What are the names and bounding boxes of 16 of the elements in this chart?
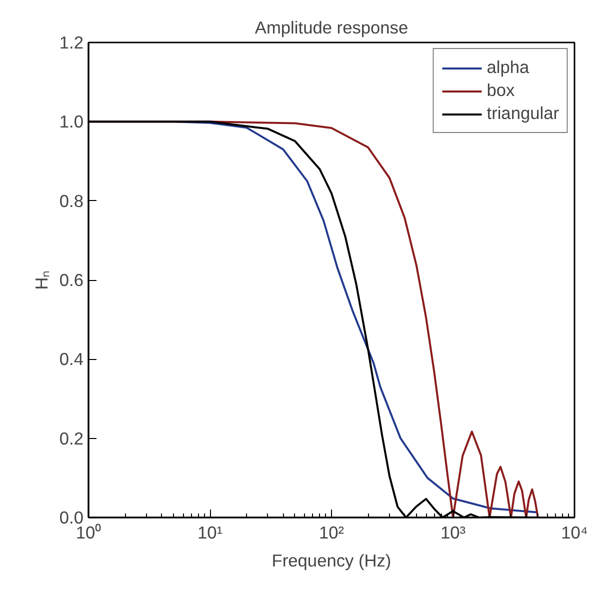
y-tick-label: 0.6 (59, 270, 84, 290)
y-tick-label: 0.4 (59, 349, 84, 370)
x-tick-label: 10² (318, 522, 344, 542)
chart-title: Amplitude response (254, 18, 408, 38)
x-tick-label: 10¹ (197, 522, 223, 542)
y-tick-label: 1.2 (59, 32, 84, 52)
x-axis-title: Frequency (Hz) (272, 550, 392, 570)
legend-label: alpha (486, 57, 530, 78)
x-tick-label: 10⁴ (561, 522, 588, 542)
y-tick-label: 0.2 (59, 428, 84, 448)
x-tick-label: 10³ (440, 522, 466, 542)
legend-label: triangular (486, 103, 559, 124)
y-tick-label: 0.8 (59, 190, 84, 211)
y-axis-title: Hₙ (31, 270, 52, 290)
legend-label: box (486, 80, 515, 101)
y-tick-label: 1.0 (59, 112, 84, 132)
